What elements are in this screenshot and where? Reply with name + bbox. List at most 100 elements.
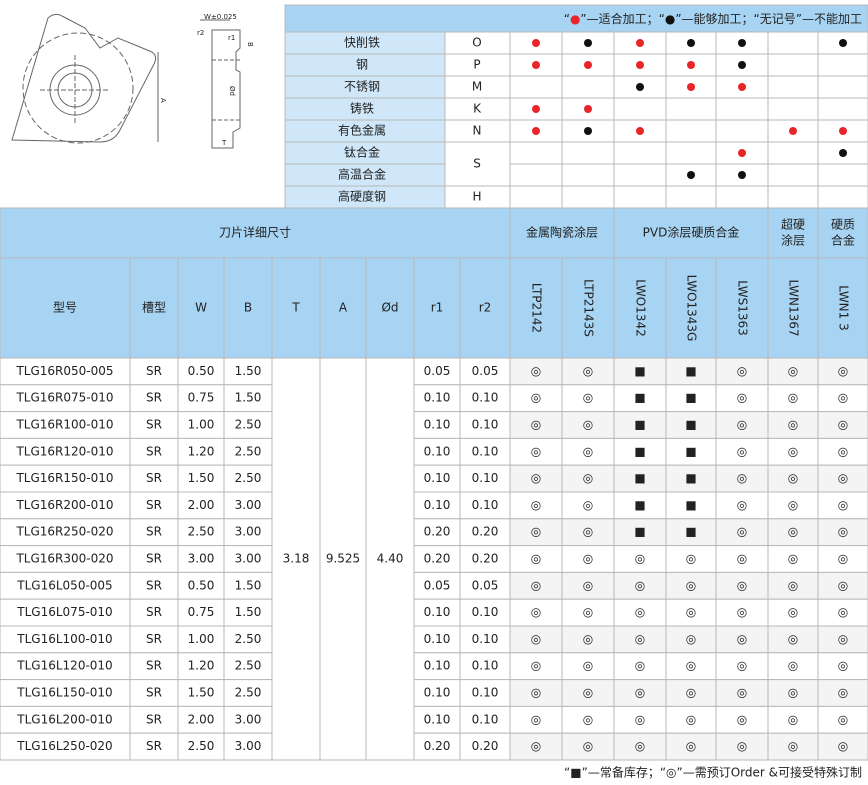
cell [613, 411, 667, 439]
cell [767, 75, 819, 99]
table-cell: SR [146, 471, 162, 485]
table-title: 刀片详细尺寸 [219, 225, 291, 240]
cell [817, 207, 868, 259]
cell [223, 625, 273, 654]
table-cell: 0.50 [188, 364, 215, 378]
cell [561, 75, 615, 99]
cell [129, 652, 179, 681]
grade-header: LTP2142 [530, 283, 544, 333]
stock-symbol: ■ [634, 498, 645, 512]
table-cell: 0.75 [188, 391, 215, 405]
cell [319, 357, 367, 761]
stock-symbol: ◎ [635, 739, 645, 753]
cell [509, 141, 563, 165]
cell [509, 625, 563, 654]
group-header: PVD涂层硬质合金 [643, 225, 740, 240]
legend-part: ● [665, 12, 675, 26]
cell [665, 257, 717, 359]
cell [177, 464, 225, 493]
footer-note: “■”—常备库存；“◎”—需预订Order &可接受特殊订制 [564, 765, 862, 780]
cell [0, 257, 131, 359]
table-cell: 2.50 [235, 686, 262, 700]
cell [509, 518, 563, 547]
table-cell: 0.10 [472, 444, 499, 458]
grade-header: LWN1367 [787, 280, 801, 337]
cell [665, 185, 717, 209]
grade-header: LWO1343G [685, 275, 699, 342]
stock-symbol: ◎ [737, 686, 747, 700]
grade-header: LTP2143S [582, 279, 596, 337]
cell [129, 679, 179, 707]
cell [665, 97, 717, 121]
stock-symbol: ■ [634, 525, 645, 539]
cell [767, 97, 819, 121]
cell [509, 357, 563, 386]
stock-symbol: ◎ [635, 686, 645, 700]
table-cell: 2.50 [188, 739, 215, 753]
stock-symbol: ◎ [635, 659, 645, 673]
stock-symbol: ◎ [583, 391, 593, 405]
table-cell: 0.10 [472, 471, 499, 485]
stock-symbol: ◎ [788, 712, 798, 726]
table-cell: SR [146, 605, 162, 619]
stock-symbol: ◎ [838, 659, 848, 673]
table-cell: SR [146, 632, 162, 646]
table-cell: SR [146, 444, 162, 458]
cell [177, 625, 225, 654]
stock-symbol: ◎ [583, 444, 593, 458]
table-cell: 0.20 [472, 525, 499, 539]
cell [223, 491, 273, 520]
table-cell: 1.00 [188, 632, 215, 646]
table-cell: 0.10 [424, 391, 451, 405]
material: 高温合金 [338, 167, 386, 182]
stock-symbol: ◎ [583, 739, 593, 753]
stock-symbol: ◎ [686, 605, 696, 619]
stock-symbol: ◎ [737, 605, 747, 619]
stock-symbol: ◎ [838, 418, 848, 432]
stock-symbol: ◎ [531, 739, 541, 753]
cell [0, 207, 511, 259]
stock-symbol: ◎ [531, 605, 541, 619]
stock-symbol: ◎ [531, 659, 541, 673]
cell [817, 652, 868, 681]
cell [817, 97, 868, 121]
stock-symbol: ◎ [788, 552, 798, 566]
group-header: 超硬 [781, 217, 805, 232]
table-cell: 2.00 [188, 498, 215, 512]
cell [767, 491, 819, 520]
table-cell: SR [146, 391, 162, 405]
suitability-dot [584, 105, 592, 113]
cell [817, 53, 868, 77]
stock-symbol: ◎ [531, 418, 541, 432]
table-cell: 3.00 [235, 525, 262, 539]
cell [177, 652, 225, 681]
cell [561, 732, 615, 761]
stock-symbol: ■ [634, 364, 645, 378]
table-cell: 0.05 [424, 364, 451, 378]
cell [509, 185, 563, 209]
dim-label: Ød [228, 86, 236, 96]
column-header: W [195, 301, 207, 315]
cell [715, 97, 769, 121]
cell [561, 545, 615, 573]
table-cell: 0.20 [472, 739, 499, 753]
cell [613, 97, 667, 121]
suitability-dot [636, 39, 644, 47]
stock-symbol: ◎ [686, 712, 696, 726]
cell [0, 464, 131, 493]
grade-header: LWO1342 [634, 279, 648, 336]
cell [459, 384, 511, 413]
stock-symbol: ◎ [583, 659, 593, 673]
table-cell: 1.50 [235, 605, 262, 619]
table-cell: 0.20 [424, 739, 451, 753]
cell [715, 357, 769, 386]
column-header: r2 [479, 301, 492, 315]
cell [817, 75, 868, 99]
stock-symbol: ◎ [583, 578, 593, 592]
table-cell: 1.00 [188, 418, 215, 432]
cell [223, 518, 273, 547]
insert-drawing: A W±0.025 r2 r1 B Ød T [11, 13, 254, 149]
cell [129, 257, 179, 359]
cell [817, 705, 868, 734]
cell [0, 545, 131, 573]
